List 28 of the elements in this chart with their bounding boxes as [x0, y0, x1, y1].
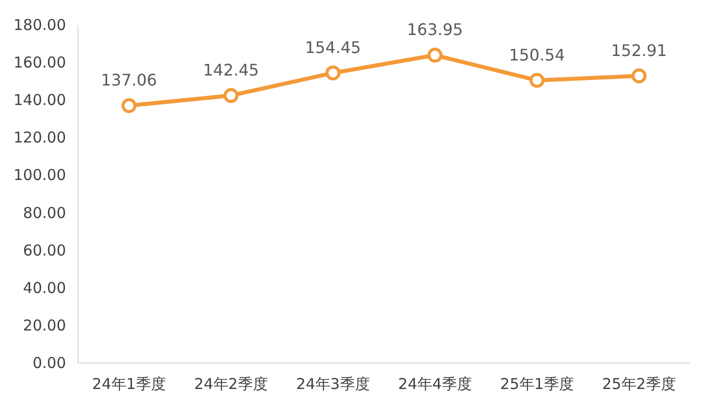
- point: [530, 72, 544, 88]
- data-label: 152.91: [611, 40, 667, 60]
- x-tick-label: 25年1季度: [500, 375, 574, 393]
- y-tick-label: 20.00: [23, 316, 66, 334]
- point: [122, 98, 136, 114]
- y-tick-label: 180.00: [14, 16, 66, 34]
- x-tick-label: 24年4季度: [398, 375, 472, 393]
- point: [632, 68, 646, 84]
- y-tick-label: 80.00: [23, 204, 66, 222]
- y-tick-label: 60.00: [23, 241, 66, 260]
- data-label: 163.95: [407, 20, 463, 40]
- x-tick-label: 25年2季度: [602, 375, 676, 393]
- x-tick-label: 24年2季度: [194, 375, 268, 393]
- y-tick-label: 100.00: [14, 166, 66, 184]
- point: [326, 65, 340, 80]
- x-tick-label: 24年3季度: [296, 375, 370, 393]
- y-tick-label: 120.00: [14, 128, 66, 147]
- data-label: 150.54: [509, 45, 565, 64]
- y-tick-label: 140.00: [14, 91, 66, 110]
- y-tick-label: 0.00: [32, 354, 66, 372]
- data-label: 137.06: [101, 70, 157, 90]
- point: [224, 88, 238, 104]
- x-tick-label: 24年1季度: [92, 375, 166, 393]
- y-tick-label: 40.00: [23, 278, 66, 297]
- point: [428, 48, 442, 63]
- data-label: 154.45: [305, 38, 361, 57]
- data-label: 142.45: [203, 60, 259, 80]
- y-tick-label: 160.00: [14, 54, 66, 72]
